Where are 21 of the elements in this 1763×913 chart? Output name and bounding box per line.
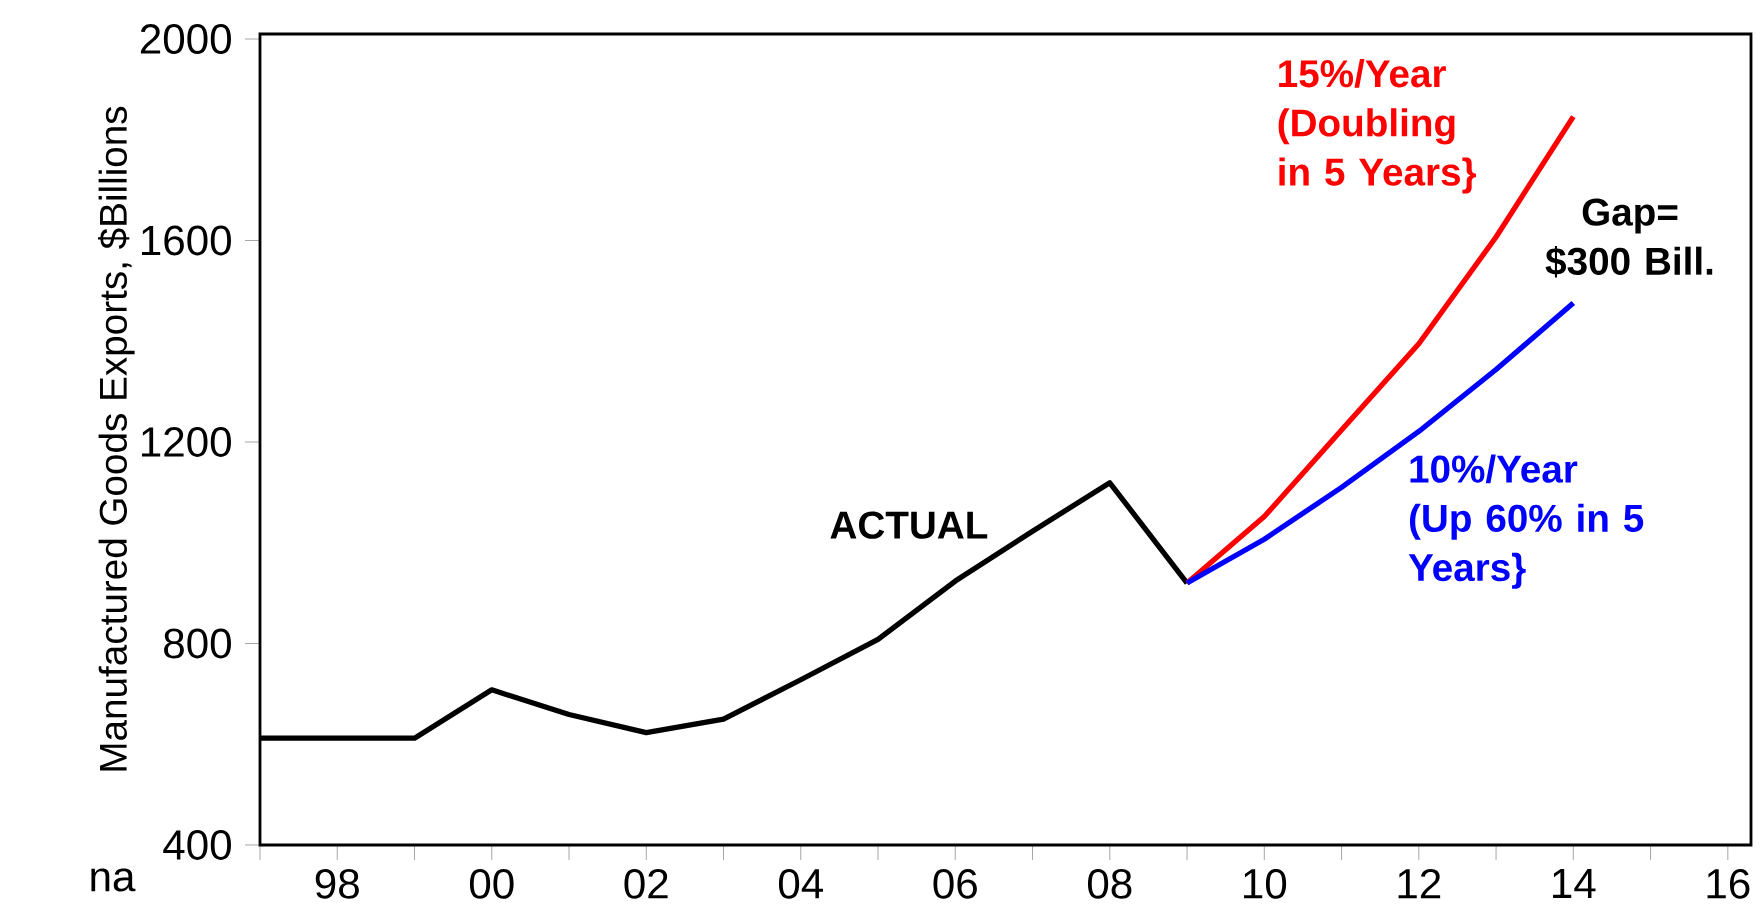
series-label: 10%/Year (Up 60% in 5 Years}	[1408, 454, 1644, 589]
y-tick-label: 1600	[141, 225, 231, 256]
x-tick-label: 02	[624, 868, 668, 899]
x-tick-label: 14	[1553, 868, 1596, 898]
x-tick-label: 12	[1398, 868, 1441, 899]
series-label: ACTUAL	[830, 511, 988, 539]
y-tick-label: 800	[164, 628, 231, 659]
x-tick-label: 00	[469, 868, 514, 899]
text: na	[91, 868, 136, 892]
y-tick-label: 1200	[141, 427, 231, 457]
series-label: 15%/Year (Doubling in 5 Years}	[1278, 59, 1476, 194]
y-axis-title: Manufactured Goods Exports, $Billions	[98, 106, 135, 771]
x-tick-label: 06	[933, 868, 977, 899]
x-tick-label: 04	[778, 868, 823, 899]
annotation: Gap= $300 Bill.	[1545, 198, 1713, 278]
y-tick-label: 400	[163, 830, 231, 860]
x-tick-label: 16	[1707, 868, 1750, 899]
y-tick-label: 2000	[140, 24, 231, 54]
x-tick-label: 08	[1087, 868, 1132, 899]
x-tick-label: 10	[1244, 868, 1287, 899]
x-tick-label: 98	[315, 868, 359, 899]
